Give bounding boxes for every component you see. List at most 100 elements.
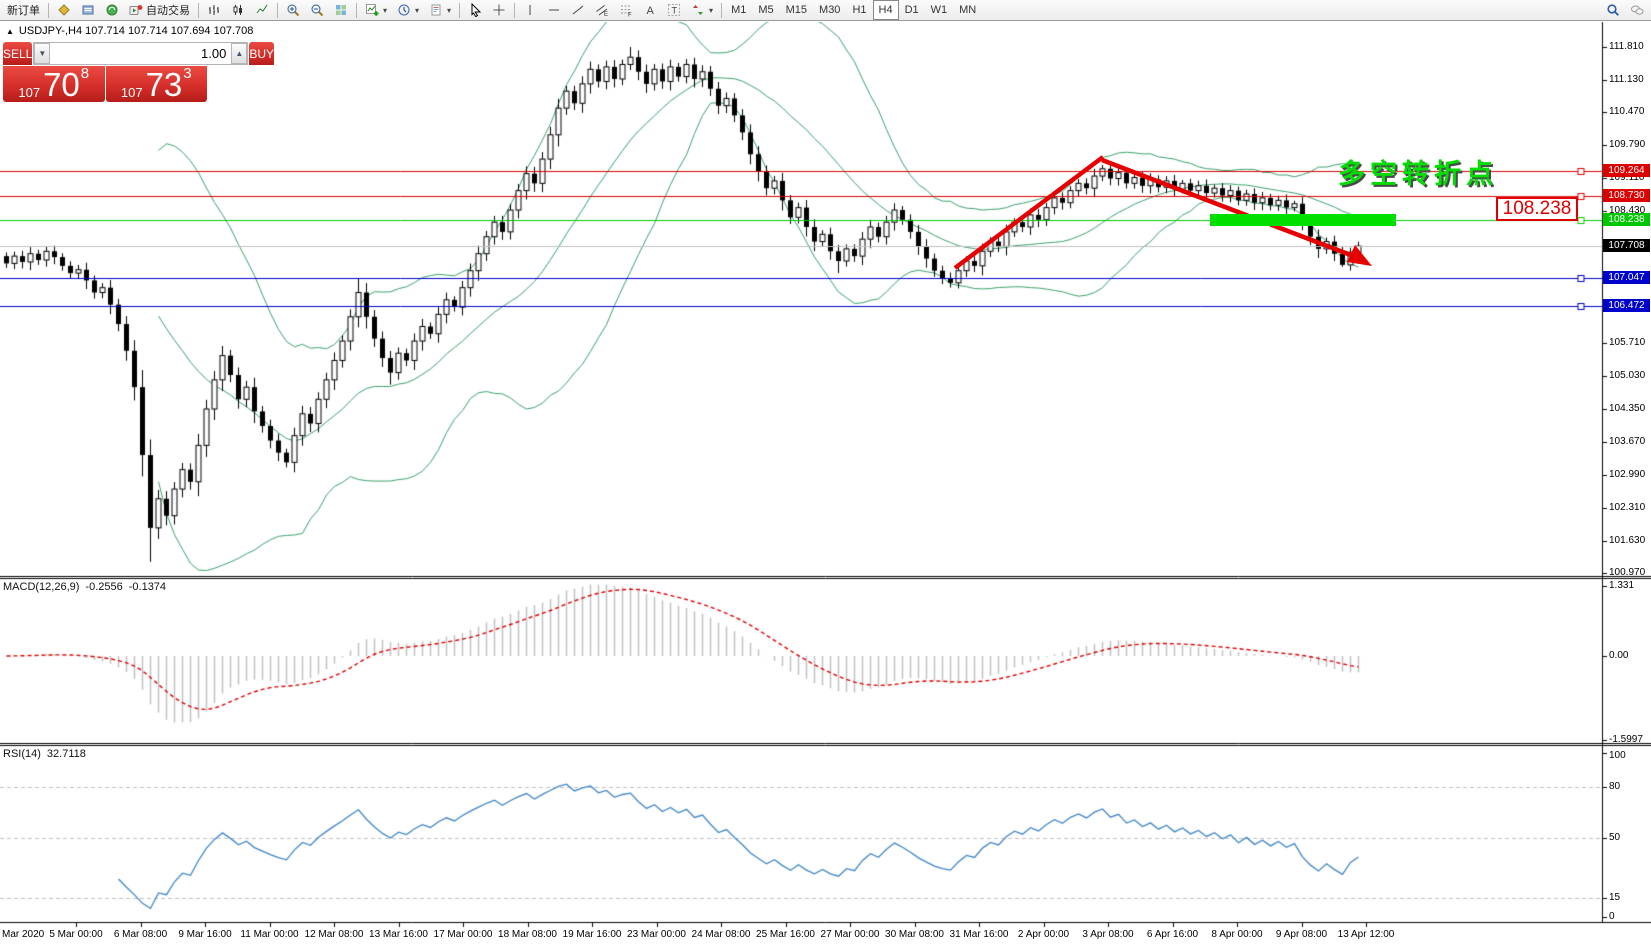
zoom-out-button[interactable] bbox=[305, 0, 329, 20]
vertical-line-button[interactable] bbox=[518, 0, 542, 20]
line-chart-icon bbox=[255, 3, 269, 17]
price-callout-label[interactable]: 108.238 bbox=[1496, 197, 1578, 221]
time-axis-label: 6 Mar 08:00 bbox=[113, 929, 168, 940]
price-axis-tick[interactable]: 109.110 bbox=[1609, 172, 1645, 183]
timeframe-m1[interactable]: M1 bbox=[725, 0, 752, 20]
sell-price-prefix: 107 bbox=[18, 85, 41, 100]
symbol-info-line: ▲ USDJPY-,H4 107.714 107.714 107.694 107… bbox=[6, 25, 253, 37]
volume-increase-button[interactable]: ▲ bbox=[231, 43, 248, 64]
zoom-in-button[interactable] bbox=[281, 0, 305, 20]
market-watch-button[interactable] bbox=[52, 0, 76, 20]
timeframe-m30[interactable]: M30 bbox=[813, 0, 846, 20]
symbol-ohlc-text: USDJPY-,H4 107.714 107.714 107.694 107.7… bbox=[18, 25, 254, 37]
toolbar-separator bbox=[459, 2, 461, 18]
symbol-collapse-icon[interactable]: ▲ bbox=[6, 26, 14, 36]
timeframe-h4[interactable]: H4 bbox=[872, 0, 899, 20]
autotrading-button[interactable]: 自动交易 bbox=[124, 0, 195, 20]
candles-chart-button[interactable] bbox=[226, 0, 250, 20]
tile-windows-icon bbox=[334, 3, 348, 17]
templates-button[interactable]: ▾ bbox=[424, 0, 456, 20]
price-axis-tick[interactable]: 109.790 bbox=[1609, 139, 1646, 151]
timeframe-w1-label: W1 bbox=[930, 4, 948, 16]
price-axis-tick[interactable]: 104.350 bbox=[1609, 402, 1646, 414]
text-button[interactable]: A bbox=[638, 0, 662, 20]
price-axis-tick[interactable]: 105.710 bbox=[1609, 336, 1646, 348]
toolbar-separator bbox=[721, 2, 723, 18]
timeframe-h1-label: H1 bbox=[852, 4, 867, 16]
price-axis-tick[interactable]: 102.990 bbox=[1609, 468, 1646, 480]
equidistant-channel-button[interactable]: E bbox=[590, 0, 614, 20]
zoom-in-icon bbox=[286, 3, 300, 17]
buy-price-display[interactable]: 107 73 3 bbox=[105, 65, 207, 102]
chevron-down-icon: ▾ bbox=[447, 5, 452, 15]
timeframe-m15[interactable]: M15 bbox=[780, 0, 813, 20]
sell-price-big: 70 bbox=[43, 66, 80, 103]
cursor-button[interactable] bbox=[463, 0, 487, 20]
add-indicator-icon bbox=[365, 3, 379, 17]
svg-text:F: F bbox=[628, 13, 632, 18]
price-axis-tick[interactable]: 111.810 bbox=[1609, 41, 1644, 52]
bars-chart-button[interactable] bbox=[202, 0, 226, 20]
horizontal-line-icon bbox=[547, 3, 561, 17]
text-label-button[interactable]: T bbox=[662, 0, 686, 20]
rsi-value: 32.7118 bbox=[46, 748, 86, 760]
turning-point-annotation[interactable]: 多空转折点 bbox=[1338, 159, 1498, 189]
crosshair-button[interactable] bbox=[487, 0, 511, 20]
price-axis-tick[interactable]: 100.970 bbox=[1609, 567, 1646, 578]
time-axis-label: 23 Mar 00:00 bbox=[627, 929, 686, 940]
timeframe-mn[interactable]: MN bbox=[953, 0, 982, 20]
line-chart-button[interactable] bbox=[250, 0, 274, 20]
horizontal-line-button[interactable] bbox=[542, 0, 566, 20]
navigator-button[interactable] bbox=[76, 0, 100, 20]
chevron-down-icon: ▾ bbox=[709, 5, 714, 15]
sell-button[interactable]: SELL bbox=[3, 42, 33, 65]
bid-price-label: 107.708 bbox=[1603, 239, 1650, 253]
time-axis-label: 12 Mar 08:00 bbox=[304, 929, 364, 940]
templates-icon bbox=[429, 3, 443, 17]
trendline-button[interactable] bbox=[566, 0, 590, 20]
price-axis-tick[interactable]: 102.310 bbox=[1609, 501, 1646, 513]
sell-price-display[interactable]: 107 70 8 bbox=[3, 66, 105, 102]
timeframe-m15-label: M15 bbox=[785, 4, 808, 16]
navigator-icon bbox=[81, 3, 95, 17]
add-indicator-button[interactable]: ▾ bbox=[360, 0, 392, 20]
arrows-button[interactable]: ▾ bbox=[686, 0, 718, 20]
price-axis-tick[interactable]: 103.670 bbox=[1609, 435, 1646, 447]
text-icon: A bbox=[643, 3, 657, 17]
buy-price-sup: 3 bbox=[183, 65, 192, 82]
new-order-button[interactable]: 新订单 bbox=[2, 0, 45, 20]
macd-axis-tick: -1.5997 bbox=[1609, 734, 1643, 746]
macd-axis-tick: 1.331 bbox=[1609, 580, 1635, 591]
timeframe-d1[interactable]: D1 bbox=[899, 0, 925, 20]
price-axis-tick[interactable]: 108.430 bbox=[1609, 205, 1646, 216]
toolbar-separator bbox=[514, 2, 516, 18]
terminal-button[interactable] bbox=[100, 0, 124, 20]
time-axis-label: 18 Mar 08:00 bbox=[498, 929, 557, 940]
timeframe-m5[interactable]: M5 bbox=[752, 0, 779, 20]
price-axis-tick[interactable]: 101.630 bbox=[1609, 534, 1646, 546]
vertical-line-icon bbox=[523, 3, 537, 17]
macd-signal-value: -0.1374 bbox=[128, 581, 167, 593]
timeframe-w1[interactable]: W1 bbox=[925, 0, 954, 20]
chat-button[interactable] bbox=[1625, 0, 1649, 20]
periods-button[interactable]: ▾ bbox=[392, 0, 424, 20]
time-axis-label: 19 Mar 16:00 bbox=[562, 929, 622, 940]
volume-decrease-button[interactable]: ▼ bbox=[34, 43, 51, 64]
timeframe-m30-label: M30 bbox=[819, 4, 841, 16]
volume-input[interactable] bbox=[50, 43, 232, 64]
level-price-label: 107.047 bbox=[1603, 271, 1650, 285]
price-axis-tick[interactable]: 110.470 bbox=[1609, 106, 1645, 118]
price-axis-tick[interactable]: 111.130 bbox=[1609, 73, 1644, 85]
macd-label: MACD(12,26,9) -0.2556 -0.1374 bbox=[3, 581, 166, 593]
search-button[interactable] bbox=[1601, 0, 1625, 20]
rsi-name: RSI(14) bbox=[3, 748, 41, 760]
price-axis-tick[interactable]: 105.030 bbox=[1609, 369, 1646, 381]
timeframe-h1[interactable]: H1 bbox=[846, 0, 872, 20]
tile-windows-button[interactable] bbox=[329, 0, 353, 20]
buy-button[interactable]: BUY bbox=[249, 42, 275, 65]
timeframe-h4-label: H4 bbox=[878, 4, 893, 16]
rsi-axis-tick: 50 bbox=[1609, 832, 1621, 843]
fibonacci-button[interactable]: F bbox=[614, 0, 638, 20]
level-price-label: 109.264 bbox=[1603, 163, 1650, 177]
